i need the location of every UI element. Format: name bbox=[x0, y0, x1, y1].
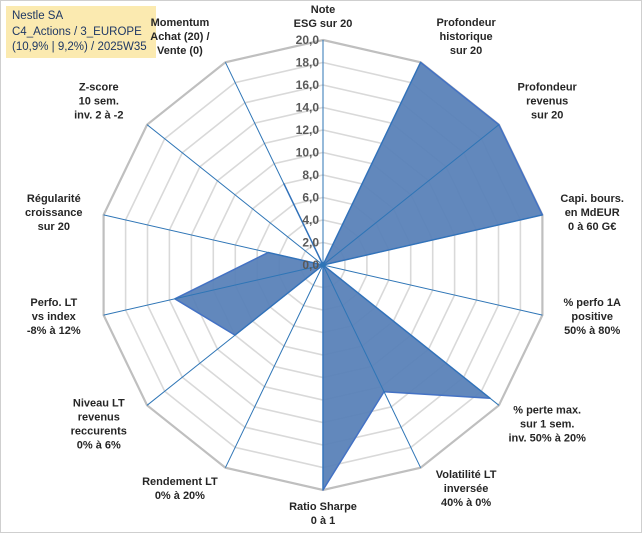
axis-label-layer: Note ESG sur 20 Profondeur historique sur 20… bbox=[25, 4, 624, 527]
axis-spoke bbox=[146, 264, 324, 406]
axis-label: Niveau LT revenus reccurents 0% à 6% bbox=[71, 397, 127, 451]
info-category: C4_Actions / 3_EUROPE bbox=[12, 25, 142, 38]
data-area-layer bbox=[174, 61, 544, 491]
spoke-layer bbox=[103, 40, 543, 490]
tick-label: 0,0 bbox=[302, 258, 319, 272]
tick-label: 18,0 bbox=[296, 56, 320, 70]
axis-spoke bbox=[322, 62, 422, 266]
axis-spoke bbox=[146, 124, 324, 266]
axis-label: Régularité croissance sur 20 bbox=[25, 193, 82, 233]
data-series-area bbox=[174, 61, 544, 491]
axis-spoke bbox=[322, 214, 543, 266]
axis-label: Rendement LT 0% à 20% bbox=[142, 476, 218, 502]
tick-label-layer: 0,0 2,0 4,0 6,0 8,0 10,0 12,0 14,0 16,0 18,0 20,0 bbox=[296, 33, 320, 272]
axis-label: Profondeur historique sur 20 bbox=[436, 17, 496, 57]
axis-label: Note ESG sur 20 bbox=[294, 4, 353, 30]
axis-spoke bbox=[103, 214, 324, 266]
tick-label: 2,0 bbox=[302, 236, 319, 250]
axis-label: Momentum Achat (20) / Vente (0) bbox=[150, 17, 209, 57]
tick-label: 20,0 bbox=[296, 33, 320, 47]
axis-spoke bbox=[322, 264, 500, 406]
axis-label: Capi. bours. en MdEUR 0 à 60 G€ bbox=[560, 193, 624, 233]
info-box: Nestle SA C4_Actions / 3_EUROPE (10,9% |… bbox=[6, 6, 156, 58]
tick-label: 8,0 bbox=[302, 168, 319, 182]
axis-label: Perfo. LT vs index -8% à 12% bbox=[27, 297, 81, 337]
axis-label: % perfo 1A positive 50% à 80% bbox=[563, 297, 621, 337]
tick-label: 6,0 bbox=[302, 191, 319, 205]
axis-spoke bbox=[322, 264, 543, 316]
tick-label: 14,0 bbox=[296, 101, 320, 115]
axis-label: Z-score 10 sem. inv. 2 à -2 bbox=[74, 82, 123, 122]
info-company: Nestle SA bbox=[12, 10, 64, 22]
axis-spoke bbox=[224, 264, 324, 468]
axis-spoke bbox=[322, 124, 500, 266]
info-period: (10,9% | 9,2%) / 2025W35 bbox=[12, 41, 147, 53]
axis-label: Ratio Sharpe 0 à 1 bbox=[289, 501, 357, 527]
tick-label: 16,0 bbox=[296, 78, 320, 92]
axis-spoke bbox=[322, 264, 422, 468]
tick-label: 4,0 bbox=[302, 213, 319, 227]
tick-label: 10,0 bbox=[296, 146, 320, 160]
axis-spoke bbox=[103, 264, 324, 316]
axis-label: Volatilité LT inversée 40% à 0% bbox=[436, 469, 497, 509]
axis-label: % perte max. sur 1 sem. inv. 50% à 20% bbox=[508, 404, 586, 444]
tick-label: 12,0 bbox=[296, 123, 320, 137]
axis-label: Profondeur revenus sur 20 bbox=[518, 82, 578, 122]
axis-spoke bbox=[224, 62, 324, 266]
